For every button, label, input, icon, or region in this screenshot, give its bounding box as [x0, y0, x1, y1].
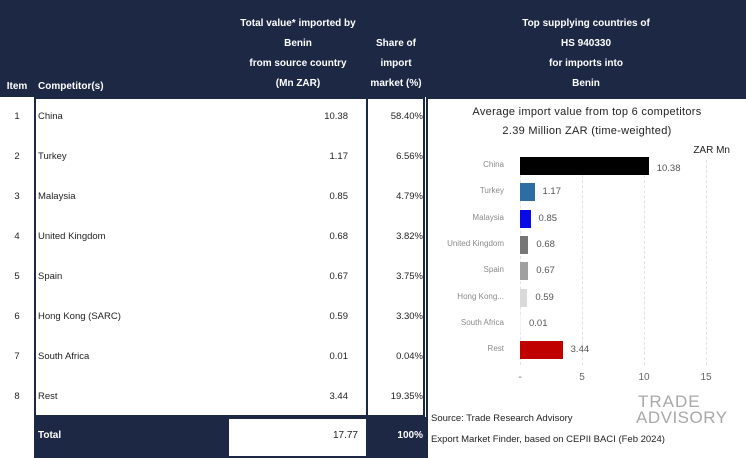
x-tick-label: 15	[700, 372, 712, 383]
chart-title: Average import value from top 6 competit…	[472, 106, 702, 118]
table-row: 6 Hong Kong (SARC) 0.59 3.30%	[0, 297, 746, 337]
bar-value-label: 3.44	[570, 344, 590, 356]
bar-value-label: 0.68	[536, 238, 555, 250]
total-label-cell	[34, 417, 229, 458]
total-share-cell	[366, 417, 426, 458]
bar	[520, 157, 649, 175]
competitor-table-frame	[34, 97, 425, 417]
row-share: 3.82%	[396, 231, 423, 242]
bar	[520, 183, 535, 202]
row-item: 1	[14, 111, 20, 122]
total-value: 17.77	[332, 430, 358, 441]
bar	[520, 209, 531, 228]
row-item: 4	[14, 231, 20, 242]
x-tick-label: 10	[638, 372, 650, 383]
trade-advisory-logo: TRADE ADVISORY	[636, 392, 731, 432]
row-item: 7	[14, 351, 20, 362]
row-item: 3	[14, 191, 20, 202]
bar-value-label: 10.38	[656, 163, 681, 174]
category-label: Malaysia	[472, 212, 504, 222]
x-tick-label: -	[518, 372, 522, 383]
row-share: 6.56%	[396, 151, 423, 162]
row-competitor: Rest	[38, 391, 58, 402]
table-header-band	[0, 0, 746, 97]
total-label: Total	[38, 430, 62, 441]
chart-unit-label: ZAR Mn	[693, 145, 730, 156]
table-row: 3 Malaysia 0.85 4.79%	[0, 177, 746, 217]
row-value: 1.17	[329, 151, 349, 162]
row-value: 3.44	[329, 391, 349, 402]
row-value: 0.59	[329, 311, 349, 322]
row-share: 58.40%	[390, 111, 423, 122]
logo-text-trade: TRADE	[638, 392, 701, 411]
row-item: 2	[14, 151, 20, 162]
row-competitor: China	[38, 111, 63, 122]
table-row: 1 China 10.38 58.40%	[0, 97, 746, 137]
x-gridline	[582, 160, 583, 365]
row-share: 3.75%	[396, 271, 423, 282]
chart-subtitle: 2.39 Million ZAR (time-weighted)	[502, 125, 672, 137]
row-value: 0.01	[329, 351, 349, 362]
table-row: 5 Spain 0.67 3.75%	[0, 257, 746, 297]
x-gridline	[644, 160, 645, 365]
total-row: Total 17.77 100%	[0, 417, 426, 458]
header-competitor: Competitor(s)	[38, 81, 104, 92]
bar-value-label: 1.17	[542, 186, 562, 198]
share-column-frame	[366, 97, 425, 417]
category-label: United Kingdom	[447, 238, 504, 248]
bar-value-label: 0.59	[535, 291, 554, 303]
bar	[520, 235, 529, 254]
table-row: 8 Rest 3.44 19.35%	[0, 377, 746, 417]
bar-value-label: 0.01	[529, 317, 548, 329]
bar	[520, 262, 529, 281]
source-line-1: Source: Trade Research Advisory	[431, 413, 573, 424]
source-line-2: Export Market Finder, based on CEPII BAC…	[431, 434, 665, 445]
logo-text-advisory: ADVISORY	[636, 408, 728, 427]
category-label: South Africa	[460, 317, 504, 327]
row-share: 3.30%	[396, 311, 423, 322]
bar	[520, 288, 528, 307]
x-gridline	[706, 160, 707, 365]
row-competitor: Malaysia	[38, 191, 76, 202]
row-share: 19.35%	[390, 391, 423, 402]
total-value-cell	[229, 417, 366, 458]
row-item: 6	[14, 311, 20, 322]
category-label: Rest	[487, 344, 504, 354]
category-label: Hong Kong...	[457, 291, 504, 301]
total-share: 100%	[397, 430, 423, 441]
row-item: 8	[14, 391, 20, 402]
bar-value-label: 0.67	[536, 265, 555, 277]
row-competitor: Turkey	[38, 151, 67, 162]
header-chart-title: Top supplying countries of HS 940330 for…	[522, 18, 650, 89]
category-label: Spain	[483, 265, 504, 275]
table-row: 7 South Africa 0.01 0.04%	[0, 337, 746, 377]
x-tick-label: 5	[579, 372, 585, 383]
table-row: 2 Turkey 1.17 6.56%	[0, 137, 746, 177]
row-value: 10.38	[324, 111, 348, 122]
row-competitor: United Kingdom	[38, 231, 106, 242]
header-total-value: Total value* imported by Benin from sour…	[240, 18, 356, 89]
header-item: Item	[6, 81, 28, 92]
table-row: 4 United Kingdom 0.68 3.82%	[0, 217, 746, 257]
category-label: China	[483, 160, 504, 169]
row-competitor: South Africa	[38, 351, 90, 362]
row-competitor: Hong Kong (SARC)	[38, 311, 121, 322]
row-value: 0.67	[329, 271, 349, 282]
bar	[520, 314, 521, 333]
row-share: 0.04%	[396, 351, 423, 362]
row-item: 5	[14, 271, 20, 282]
bar	[520, 341, 563, 360]
row-competitor: Spain	[38, 271, 63, 282]
row-share: 4.79%	[396, 191, 423, 202]
category-label: Turkey	[479, 186, 504, 196]
header-share: Share of import market (%)	[370, 38, 422, 89]
row-value: 0.85	[329, 191, 349, 202]
bar-value-label: 0.85	[538, 212, 558, 224]
row-value: 0.68	[329, 231, 349, 242]
